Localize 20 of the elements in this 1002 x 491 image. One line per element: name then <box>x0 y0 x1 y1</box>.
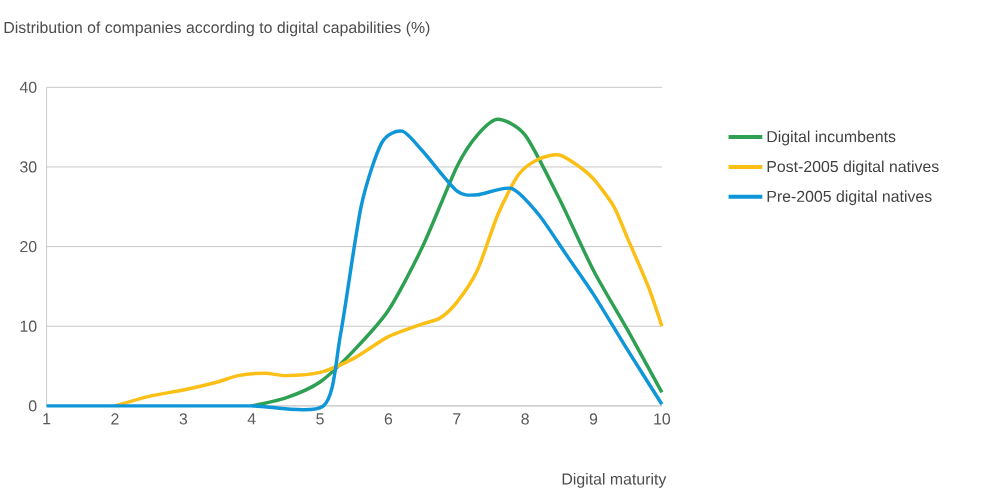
x-tick-label: 3 <box>179 413 188 425</box>
x-tick-label: 2 <box>111 413 119 425</box>
legend-label: Digital incumbents <box>767 130 896 146</box>
y-tick-label: 20 <box>20 240 37 253</box>
x-tick-label: 1 <box>43 413 51 425</box>
x-tick-label: 8 <box>521 413 529 425</box>
x-tick-label: 9 <box>589 413 598 425</box>
chart-title: Distribution of companies according to digital capabilities (%) <box>4 21 430 37</box>
x-tick-label: 10 <box>654 413 671 425</box>
x-tick-label: 5 <box>316 413 324 425</box>
legend-label: Post-2005 digital natives <box>767 160 939 176</box>
y-tick-label: 0 <box>28 400 37 412</box>
x-axis-title: Digital maturity <box>562 472 667 488</box>
y-tick-label: 10 <box>20 320 37 332</box>
x-tick-label: 6 <box>384 413 393 425</box>
y-tick-label: 30 <box>20 161 37 173</box>
x-tick-label: 4 <box>247 413 256 425</box>
legend-label: Pre-2005 digital natives <box>767 190 932 206</box>
y-tick-label: 40 <box>19 81 37 93</box>
x-tick-label: 7 <box>453 413 461 425</box>
